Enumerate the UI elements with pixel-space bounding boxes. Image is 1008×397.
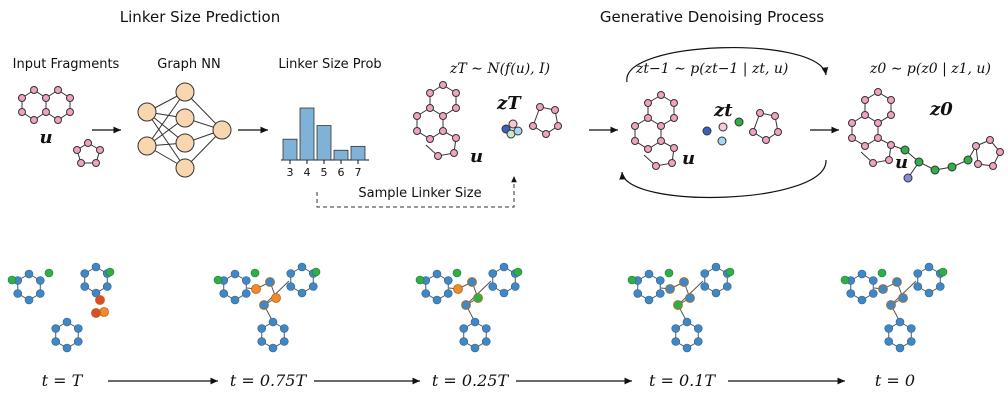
chart-tick-label: 4 [304, 166, 311, 179]
timeline-label: t = 0 [875, 371, 915, 390]
timeline-molecule [7, 262, 115, 353]
chart-bar [299, 107, 315, 161]
label-graph-nn: Graph NN [157, 57, 220, 72]
chart-tick-label: 6 [338, 166, 345, 179]
chart-bar [316, 125, 332, 161]
header-generative-denoising: Generative Denoising Process [600, 8, 824, 26]
molecule-z0 [848, 88, 1004, 183]
label-z0: z0 [929, 99, 953, 120]
timeline-label: t = 0.25T [432, 371, 510, 390]
timeline-molecule [840, 262, 948, 353]
timeline-molecule [627, 262, 735, 353]
denoising-timeline: t = T t = 0.75T t = 0.25T t = 0.1T t = 0 [7, 262, 948, 390]
chart-bar [282, 138, 298, 161]
equation-reverse-step: zt−1 ∼ p(zt−1 | zt, u) [635, 61, 788, 77]
chart-tick-label: 5 [321, 166, 328, 179]
label-sample-linker-size: Sample Linker Size [358, 186, 481, 201]
chart-tick-label: 3 [287, 166, 294, 179]
timeline-molecule [415, 262, 523, 353]
label-u-zt: u [682, 148, 695, 169]
graph-nn-diagram [137, 82, 232, 178]
chart-bar [333, 149, 349, 161]
timeline-label: t = 0.75T [230, 371, 308, 390]
equation-z0: z0 ∼ p(z0 | z1, u) [869, 61, 991, 77]
label-linker-size-prob: Linker Size Prob [278, 57, 381, 72]
timeline-label: t = 0.1T [649, 371, 716, 390]
sample-linker-path [316, 176, 517, 208]
chart-bar [350, 145, 366, 161]
label-input-fragments: Input Fragments [13, 57, 120, 72]
molecule-zt [631, 91, 782, 170]
loop-arrow-bottom [619, 159, 827, 198]
label-u-zT: u [470, 146, 483, 167]
label-zT: zT [496, 93, 522, 114]
timeline-molecule [213, 262, 321, 353]
label-u-input: u [39, 127, 52, 148]
timeline-label: t = T [42, 371, 84, 390]
label-u-z0: u [895, 152, 908, 173]
loop-arrow-top [626, 46, 829, 83]
molecule-zT [413, 81, 562, 160]
equation-zT: zT ∼ N(f(u), I) [449, 61, 550, 77]
input-fragments-molecule [18, 86, 104, 167]
chart-tick-label: 7 [355, 166, 362, 179]
label-zt: zt [713, 100, 733, 121]
header-linker-size-prediction: Linker Size Prediction [120, 8, 280, 26]
